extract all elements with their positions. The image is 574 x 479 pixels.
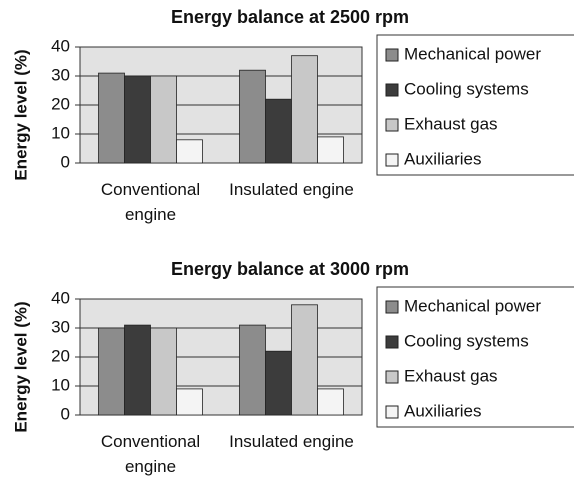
legend-swatch	[385, 370, 399, 384]
legend-swatch	[385, 300, 399, 314]
legend-swatch	[385, 153, 399, 167]
legend-box	[376, 286, 574, 428]
legend-label: Auxiliaries	[404, 401, 481, 420]
x-tick-label: Conventional engine	[100, 432, 201, 476]
y-axis-label: Energy level (%)	[11, 301, 30, 432]
bar	[265, 98, 292, 164]
y-tick-label: 30	[51, 65, 70, 84]
legend-box	[376, 34, 574, 176]
legend-label: Mechanical power	[404, 296, 541, 315]
legend-swatch	[385, 405, 399, 419]
bar	[124, 75, 151, 164]
legend-label: Exhaust gas	[404, 114, 498, 133]
bar	[317, 388, 344, 416]
bar	[150, 327, 177, 416]
y-tick-label: 0	[61, 404, 70, 423]
legend-label: Cooling systems	[404, 331, 529, 350]
x-tick-label: Conventional engine	[100, 180, 201, 224]
legend-label: Exhaust gas	[404, 366, 498, 385]
legend-label: Cooling systems	[404, 79, 529, 98]
chart-title: Energy balance at 2500 rpm	[171, 7, 409, 27]
bar	[176, 388, 203, 416]
bar	[176, 139, 203, 164]
y-tick-label: 30	[51, 317, 70, 336]
legend-swatch	[385, 118, 399, 132]
legend-label: Mechanical power	[404, 44, 541, 63]
y-tick-label: 40	[51, 36, 70, 55]
chart-title: Energy balance at 3000 rpm	[171, 259, 409, 279]
bar	[98, 72, 125, 164]
legend-label: Auxiliaries	[404, 149, 481, 168]
bar	[98, 327, 125, 416]
y-tick-label: 10	[51, 123, 70, 142]
bar	[317, 136, 344, 164]
bar	[239, 69, 266, 164]
bar	[239, 324, 266, 416]
legend-swatch	[385, 48, 399, 62]
bar	[291, 55, 318, 164]
y-tick-label: 0	[61, 152, 70, 171]
y-tick-label: 20	[51, 346, 70, 365]
bar	[265, 350, 292, 416]
x-tick-label: Insulated engine	[229, 432, 354, 451]
legend-swatch	[385, 83, 399, 97]
y-axis-label: Energy level (%)	[11, 49, 30, 180]
x-tick-label: Insulated engine	[229, 180, 354, 199]
y-tick-label: 40	[51, 288, 70, 307]
legend-swatch	[385, 335, 399, 349]
y-tick-label: 20	[51, 94, 70, 113]
y-tick-label: 10	[51, 375, 70, 394]
bar	[124, 324, 151, 416]
bar	[150, 75, 177, 164]
bar	[291, 304, 318, 416]
